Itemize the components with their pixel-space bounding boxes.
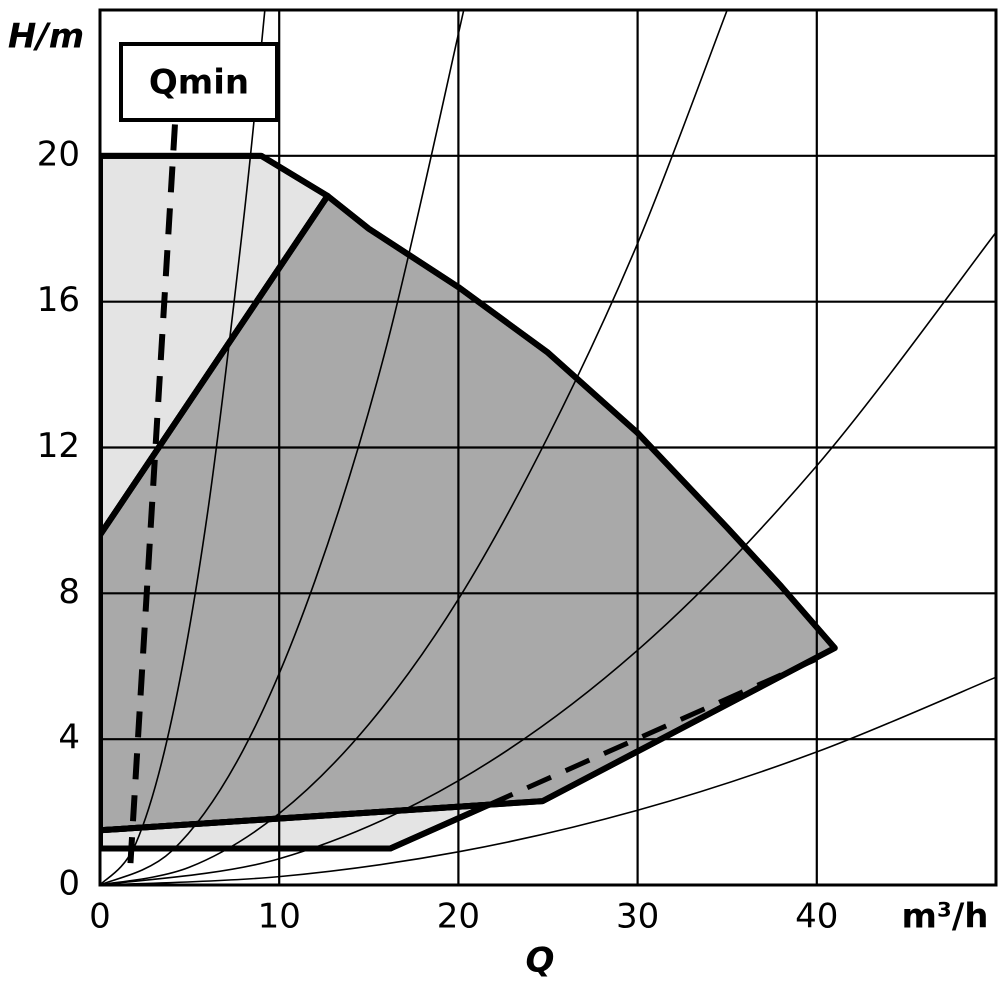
x-axis-unit: m³/h bbox=[902, 897, 989, 937]
plot-area bbox=[100, 10, 996, 885]
grid bbox=[100, 10, 996, 885]
x-tick-label: 20 bbox=[437, 897, 480, 937]
areas bbox=[100, 152, 838, 852]
y-tick-label: 0 bbox=[58, 864, 80, 904]
y-axis-label: H/m bbox=[8, 17, 84, 57]
system-curve bbox=[100, 231, 996, 885]
plot-frame bbox=[98, 8, 998, 887]
x-tick-label: 0 bbox=[89, 897, 111, 937]
x-tick-label: 10 bbox=[258, 897, 301, 937]
x-tick-label: 40 bbox=[795, 897, 838, 937]
y-tick-label: 4 bbox=[58, 718, 80, 758]
annotation-box bbox=[119, 42, 279, 122]
y-tick-label: 20 bbox=[37, 134, 80, 174]
area-outline bbox=[100, 801, 492, 852]
annotation: Qmin bbox=[149, 63, 249, 103]
y-tick-label: 12 bbox=[37, 426, 80, 466]
y-tick-label: 16 bbox=[37, 280, 80, 320]
x-axis-label: Q bbox=[526, 941, 555, 981]
y-tick-label: 8 bbox=[58, 572, 80, 612]
system-curve bbox=[100, 676, 996, 885]
x-tick-label: 30 bbox=[616, 897, 659, 937]
